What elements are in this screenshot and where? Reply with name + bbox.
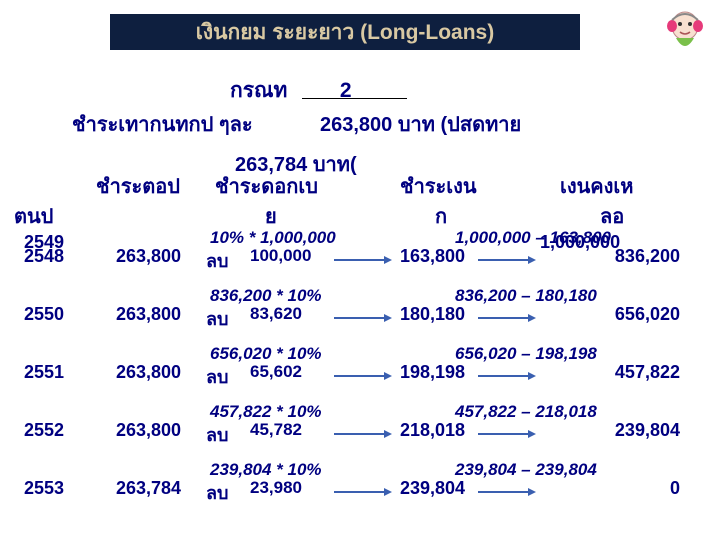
lb-label: ลบ <box>206 478 228 507</box>
table-row: 25491,000,000 2548 263,800 10% * 1,000,0… <box>0 228 720 286</box>
lb-label: ลบ <box>206 304 228 333</box>
table-row: 2551 263,800 656,020 * 10% ลบ 65,602 198… <box>0 344 720 402</box>
interest-cell: 23,980 <box>250 478 302 498</box>
balance-formula: 457,822 – 218,018 <box>455 402 597 422</box>
interest-cell: 100,000 <box>250 246 311 266</box>
title-bar: เงินกยม ระยะยาว (Long-Loans) <box>110 14 580 50</box>
loan-table: 25491,000,000 2548 263,800 10% * 1,000,0… <box>0 228 720 518</box>
year-cell: 2550 <box>24 304 64 325</box>
arrow-icon <box>334 484 392 494</box>
lb-label: ลบ <box>206 420 228 449</box>
year-cell: 2553 <box>24 478 64 499</box>
table-row: 2552 263,800 457,822 * 10% ลบ 45,782 218… <box>0 402 720 460</box>
balance-cell: 656,020 <box>560 304 680 325</box>
header-balance: เงนคงเห <box>560 170 633 202</box>
principal-cell: 218,018 <box>400 420 465 441</box>
avatar-icon <box>664 6 706 58</box>
payment-cell: 263,800 <box>116 362 181 383</box>
interest-formula: 239,804 * 10% <box>210 460 322 480</box>
case-label: กรณท <box>230 79 287 102</box>
payment-cell: 263,800 <box>116 304 181 325</box>
interest-cell: 83,620 <box>250 304 302 324</box>
balance-formula: 239,804 – 239,804 <box>455 460 597 480</box>
info-left: ชำระเทากนทกป ๆละ <box>72 108 253 140</box>
case-line: กรณท 2 <box>230 74 352 107</box>
arrow-icon <box>478 368 536 378</box>
balance-cell: 0 <box>560 478 680 499</box>
arrow-icon <box>334 310 392 320</box>
header-interest: ชำระดอกเบ <box>215 170 318 202</box>
balance-formula: 656,020 – 198,198 <box>455 344 597 364</box>
table-row: 2550 263,800 836,200 * 10% ลบ 83,620 180… <box>0 286 720 344</box>
arrow-icon <box>478 252 536 262</box>
interest-cell: 65,602 <box>250 362 302 382</box>
balance-cell: 239,804 <box>560 420 680 441</box>
title-text: เงินกยม ระยะยาว (Long-Loans) <box>196 16 494 49</box>
interest-formula: 457,822 * 10% <box>210 402 322 422</box>
interest-formula: 656,020 * 10% <box>210 344 322 364</box>
header-payment: ชำระตอป <box>96 170 180 202</box>
year-cell: 2548 <box>24 246 64 267</box>
balance-cell: 836,200 <box>560 246 680 267</box>
year-cell: 2552 <box>24 420 64 441</box>
table-row: 2553 263,784 239,804 * 10% ลบ 23,980 239… <box>0 460 720 518</box>
year-cell: 2551 <box>24 362 64 383</box>
info-right: 263,800 บาท (ปสดทาย <box>320 108 521 140</box>
principal-cell: 180,180 <box>400 304 465 325</box>
interest-formula: 10% * 1,000,000 <box>210 228 336 248</box>
lb-label: ลบ <box>206 362 228 391</box>
principal-cell: 198,198 <box>400 362 465 383</box>
arrow-icon <box>478 484 536 494</box>
interest-cell: 45,782 <box>250 420 302 440</box>
arrow-icon <box>334 426 392 436</box>
payment-cell: 263,784 <box>116 478 181 499</box>
interest-formula: 836,200 * 10% <box>210 286 322 306</box>
balance-cell: 457,822 <box>560 362 680 383</box>
payment-cell: 263,800 <box>116 246 181 267</box>
principal-cell: 163,800 <box>400 246 465 267</box>
balance-formula: 836,200 – 180,180 <box>455 286 597 306</box>
case-underline <box>302 98 407 99</box>
arrow-icon <box>334 252 392 262</box>
arrow-icon <box>478 426 536 436</box>
arrow-icon <box>478 310 536 320</box>
arrow-icon <box>334 368 392 378</box>
balance-formula: 1,000,000 – 163,800 <box>455 228 611 248</box>
header-principal: ชำระเงน <box>400 170 477 202</box>
lb-label: ลบ <box>206 246 228 275</box>
payment-cell: 263,800 <box>116 420 181 441</box>
principal-cell: 239,804 <box>400 478 465 499</box>
